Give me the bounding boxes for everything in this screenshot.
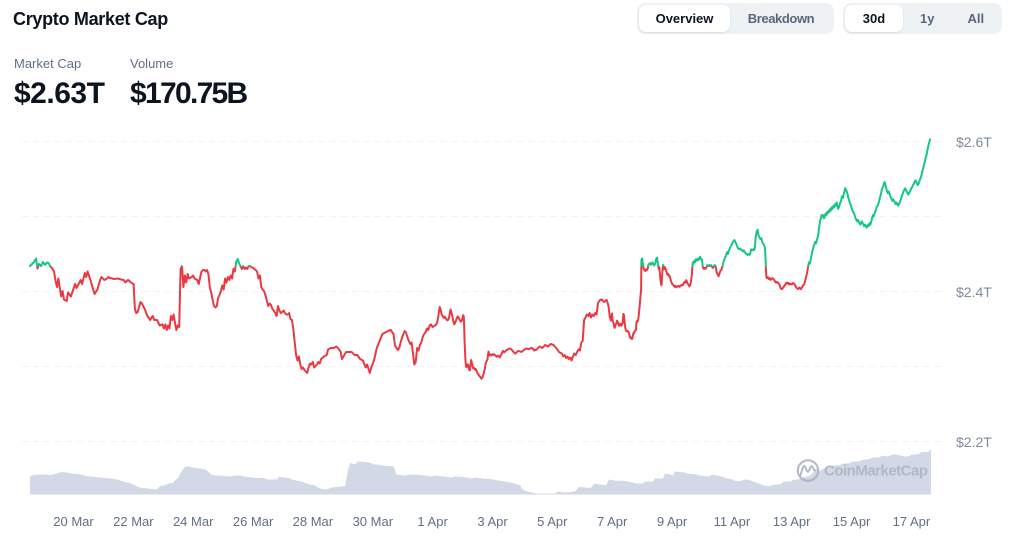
svg-text:CoinMarketCap: CoinMarketCap: [824, 463, 928, 480]
